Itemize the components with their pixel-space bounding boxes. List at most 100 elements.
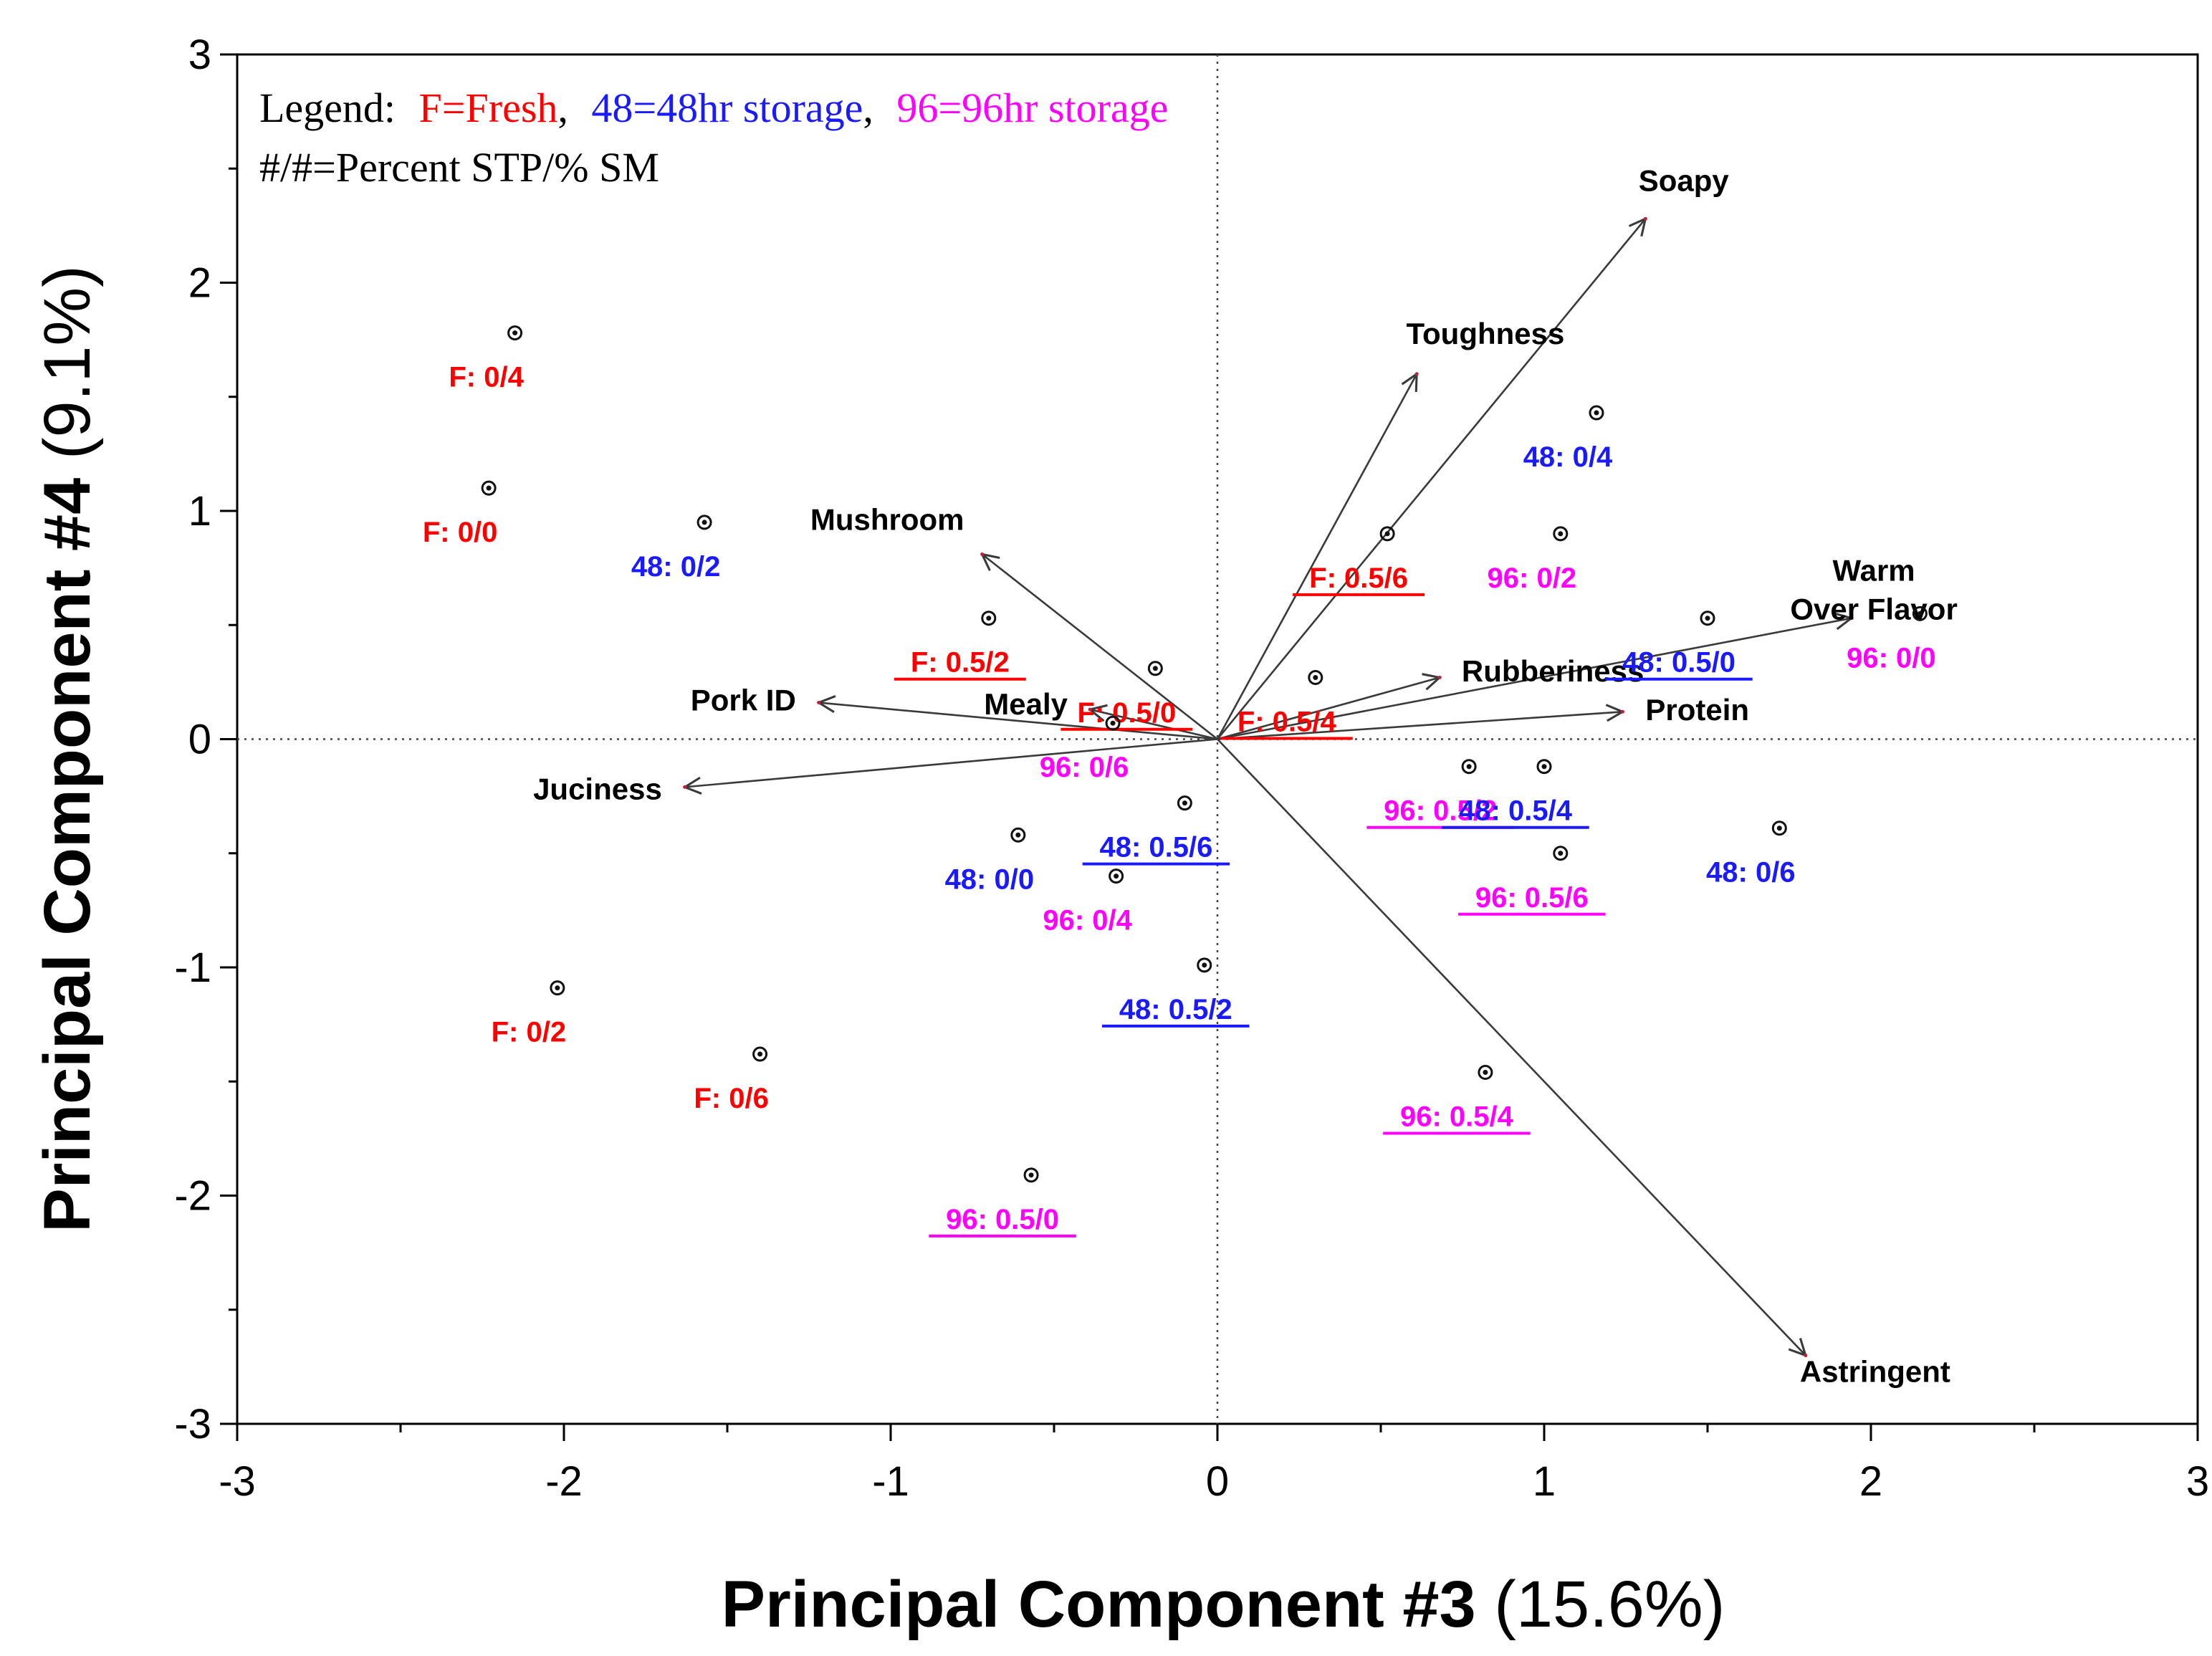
vector-warm-over-flavor: Warm Over Flavor bbox=[1217, 554, 1958, 740]
point-marker bbox=[1553, 846, 1569, 861]
point-marker-core bbox=[1182, 800, 1187, 806]
y-tick-label: -3 bbox=[174, 1401, 211, 1447]
point-label: 96: 0.5/6 bbox=[1475, 882, 1589, 914]
point-label: 48: 0.5/6 bbox=[1099, 832, 1212, 863]
point-marker bbox=[1023, 1167, 1039, 1183]
point-marker-core bbox=[702, 520, 707, 525]
axis-ticks bbox=[220, 53, 2199, 1441]
point-96-0-0: 96: 0/0 bbox=[1847, 606, 1936, 674]
point-96-0-6: 96: 0/6 bbox=[1040, 715, 1129, 783]
vector-label-line: Juciness bbox=[533, 772, 662, 805]
point-label: 96: 0/0 bbox=[1847, 642, 1936, 674]
vector-endpoint bbox=[1804, 1353, 1808, 1357]
vector-arrow bbox=[1217, 738, 1806, 1356]
point-label: F: 0/2 bbox=[492, 1017, 566, 1048]
point-48-0-2: 48: 0/2 bbox=[631, 514, 721, 583]
point-marker bbox=[1177, 795, 1192, 811]
point-marker bbox=[1379, 526, 1395, 542]
y-tick-label: 1 bbox=[188, 488, 211, 535]
vector-endpoint bbox=[1643, 216, 1647, 221]
point-marker-core bbox=[1313, 675, 1318, 681]
x-tick-label: -2 bbox=[545, 1458, 583, 1505]
point-marker-core bbox=[1466, 764, 1472, 770]
x-tick-label: 1 bbox=[1533, 1458, 1556, 1505]
point-marker bbox=[481, 480, 497, 496]
point-marker bbox=[1536, 759, 1552, 775]
point-marker-core bbox=[986, 616, 992, 621]
point-48-0-5-6: 48: 0.5/6 bbox=[1082, 795, 1230, 866]
vector-label: Astringent bbox=[1800, 1355, 1950, 1389]
vector-juciness: Juciness bbox=[533, 738, 1218, 805]
vector-label-line: Mushroom bbox=[810, 503, 964, 537]
legend-entry-fresh: F=Fresh bbox=[419, 85, 558, 131]
point-marker-core bbox=[555, 985, 560, 991]
point-marker bbox=[1589, 405, 1604, 421]
x-axis-title-pct: (15.6%) bbox=[1494, 1568, 1725, 1641]
vector-label: Mealy bbox=[984, 687, 1068, 721]
point-96-0-5-2: 96: 0.5/2 bbox=[1366, 759, 1514, 829]
point-marker bbox=[1478, 1065, 1493, 1081]
point-96-0-5-6: 96: 0.5/6 bbox=[1458, 846, 1606, 916]
point-marker bbox=[1147, 661, 1163, 676]
point-marker-core bbox=[1152, 666, 1158, 671]
x-axis-title: Principal Component #3 (15.6%) bbox=[722, 1568, 1725, 1641]
loading-vectors: Soapy Toughness Mushroom Warm Over Flavor Rub… bbox=[533, 164, 1958, 1389]
vector-endpoint bbox=[1414, 372, 1419, 376]
point-marker bbox=[752, 1046, 768, 1062]
point-label: 48: 0/0 bbox=[945, 863, 1035, 895]
vector-label: Juciness bbox=[533, 772, 662, 805]
point-marker-core bbox=[1705, 616, 1710, 621]
point-marker bbox=[1771, 820, 1787, 836]
point-f-0-5-6: F: 0.5/6 bbox=[1293, 526, 1425, 596]
point-label: 96: 0/6 bbox=[1040, 752, 1129, 783]
point-label: F: 0/0 bbox=[423, 517, 497, 548]
axis-tick-labels: -3 -2 -1 0 1 2 3 -3 -2 -1 0 1 2 3 bbox=[174, 32, 2209, 1505]
vector-label-line: Soapy bbox=[1639, 164, 1730, 198]
point-marker-core bbox=[1114, 874, 1119, 879]
vector-protein: Protein bbox=[1217, 693, 1749, 740]
point-48-0-0: 48: 0/0 bbox=[945, 827, 1035, 895]
point-label: F: 0.5/0 bbox=[1077, 697, 1176, 729]
x-tick-label: 3 bbox=[2186, 1458, 2209, 1505]
point-label: 48: 0/2 bbox=[631, 551, 721, 583]
vector-label-line: Pork ID bbox=[691, 684, 796, 717]
point-marker bbox=[1553, 526, 1569, 542]
vector-label: Warm Over Flavor bbox=[1790, 554, 1957, 626]
point-marker-core bbox=[1917, 611, 1923, 616]
point-marker bbox=[1197, 957, 1212, 973]
point-label: 48: 0/6 bbox=[1706, 857, 1796, 889]
vector-label: Toughness bbox=[1406, 317, 1564, 350]
point-label: F: 0.5/6 bbox=[1309, 563, 1408, 594]
point-marker-core bbox=[486, 485, 492, 491]
vector-toughness: Toughness bbox=[1216, 317, 1564, 740]
legend: Legend: F=Fresh, 48=48hr storage, 96=96h… bbox=[259, 85, 1168, 191]
point-marker-core bbox=[1594, 410, 1599, 416]
y-tick-label: -2 bbox=[174, 1173, 211, 1220]
point-label: F: 0.5/4 bbox=[1237, 707, 1337, 738]
point-48-0-5-0: 48: 0.5/0 bbox=[1605, 611, 1753, 681]
point-label: 48: 0.5/4 bbox=[1459, 795, 1573, 827]
vector-label-line: Warm bbox=[1833, 554, 1915, 588]
point-label: 48: 0.5/0 bbox=[1622, 647, 1735, 679]
point-marker bbox=[981, 611, 997, 626]
vector-label-line: Astringent bbox=[1800, 1355, 1950, 1389]
point-marker-core bbox=[1483, 1070, 1488, 1076]
vector-endpoint bbox=[1437, 676, 1442, 680]
y-axis-title-main: Principal Component #4 bbox=[31, 478, 104, 1233]
vector-label: Rubberiness bbox=[1462, 654, 1644, 688]
vector-arrow bbox=[1216, 374, 1417, 740]
vector-arrow bbox=[819, 703, 1218, 740]
x-tick-label: -3 bbox=[219, 1458, 256, 1505]
point-marker bbox=[696, 514, 712, 530]
vector-arrow bbox=[1090, 709, 1218, 740]
vector-endpoint bbox=[817, 701, 821, 705]
point-marker-core bbox=[1028, 1172, 1034, 1178]
vector-mealy: Mealy bbox=[984, 687, 1218, 740]
vector-pork-id: Pork ID bbox=[691, 684, 1218, 740]
point-marker-core bbox=[1541, 764, 1547, 770]
point-marker bbox=[1461, 759, 1477, 775]
legend-note: #/#=Percent STP/% SM bbox=[259, 144, 659, 191]
vector-rubberiness: Rubberiness bbox=[1217, 654, 1644, 740]
point-marker-core bbox=[757, 1051, 763, 1057]
